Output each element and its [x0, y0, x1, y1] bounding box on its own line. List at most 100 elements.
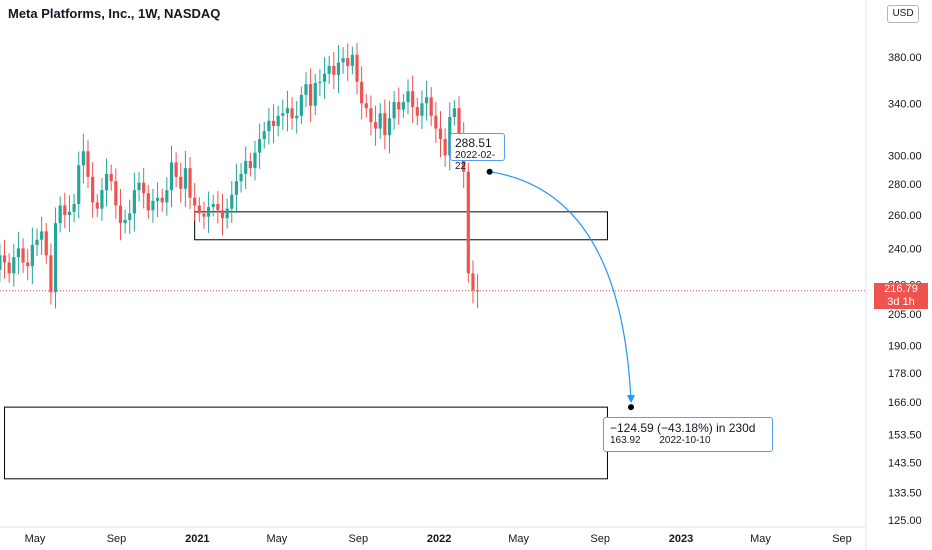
candle-body — [123, 219, 127, 224]
candle-body — [341, 58, 345, 63]
candle-body — [304, 84, 308, 95]
y-tick-label: 340.00 — [888, 98, 922, 110]
y-tick-label: 166.00 — [888, 397, 922, 409]
candle-body — [401, 102, 405, 110]
candle-body — [30, 244, 34, 267]
x-tick-label: 2023 — [669, 533, 693, 545]
candle-body — [206, 207, 211, 217]
y-tick-label: 280.00 — [888, 179, 922, 191]
high-price-date: 2022-02-22 — [455, 150, 496, 172]
x-tick-label: 2022 — [427, 533, 451, 545]
candle-body — [160, 197, 164, 203]
candle-body — [364, 103, 368, 109]
candle-body — [128, 213, 132, 220]
candle-body — [397, 102, 401, 110]
candle-body — [285, 108, 290, 114]
candle-body — [234, 181, 239, 195]
candle-body — [26, 262, 30, 267]
candle-body — [346, 58, 350, 66]
candle-body — [248, 161, 252, 169]
candle-body — [434, 115, 438, 129]
candle-body — [169, 162, 174, 191]
candle-body — [165, 190, 169, 203]
y-tick-label: 240.00 — [888, 243, 922, 255]
y-tick-label: 205.00 — [888, 309, 922, 321]
candle-body — [16, 248, 21, 258]
candle-body — [318, 81, 322, 83]
x-tick-label: Sep — [107, 533, 127, 545]
candle-body — [95, 202, 99, 209]
candle-body — [239, 173, 243, 182]
candle-body — [216, 203, 220, 211]
candle-body — [12, 257, 16, 274]
candle-body — [72, 203, 76, 212]
candle-body — [299, 94, 303, 116]
y-tick-label: 300.00 — [888, 150, 922, 162]
candle-body — [220, 210, 225, 219]
projection-change: −124.59 (−43.18%) in 230d — [610, 421, 756, 435]
candle-body — [313, 82, 317, 106]
candle-body — [67, 211, 72, 216]
candle-body — [53, 223, 58, 293]
candle-body — [448, 117, 452, 156]
high-price-value: 288.51 — [455, 136, 492, 150]
candle-body — [424, 97, 429, 104]
candle-body — [202, 213, 206, 217]
candle-body — [411, 91, 415, 108]
candle-body — [100, 190, 104, 209]
y-tick-label: 260.00 — [888, 210, 922, 222]
x-tick-label: Sep — [590, 533, 610, 545]
x-tick-label: Sep — [349, 533, 369, 545]
candle-body — [262, 131, 266, 140]
candle-body — [276, 115, 280, 126]
candle-body — [230, 194, 234, 209]
candle-body — [40, 231, 44, 240]
candle-body — [253, 152, 257, 169]
candle-body — [373, 122, 378, 129]
chart-title: Meta Platforms, Inc., 1W, NASDAQ — [8, 6, 221, 21]
candle-body — [429, 97, 433, 116]
candle-body — [378, 113, 382, 129]
candle-body — [155, 197, 160, 201]
candle-body — [142, 182, 146, 194]
candle-body — [109, 173, 113, 182]
x-tick-label: May — [508, 533, 529, 545]
x-tick-label: May — [266, 533, 287, 545]
candle-body — [327, 65, 331, 74]
bar-countdown: 3d 1h — [887, 296, 915, 308]
projection-label[interactable]: −124.59 (−43.18%) in 230d 163.92 2022-10… — [603, 417, 773, 452]
candle-body — [369, 108, 373, 123]
candle-body — [137, 182, 141, 191]
candle-body — [420, 103, 424, 116]
last-price-tag: 216.79 3d 1h — [874, 283, 928, 309]
candle-body — [415, 107, 419, 116]
candle-body — [244, 161, 248, 174]
candle-body — [336, 62, 341, 75]
candle-body — [2, 255, 7, 263]
candle-body — [383, 113, 387, 136]
overlays — [0, 168, 866, 411]
candle-body — [151, 200, 155, 211]
candle-body — [438, 128, 443, 140]
time-axis[interactable]: May Sep 2021 May Sep 2022 May Sep 2023 May Sep — [25, 533, 852, 545]
currency-badge[interactable]: USD — [887, 5, 919, 23]
candle-body — [443, 139, 447, 156]
y-tick-label: 190.00 — [888, 341, 922, 353]
candle-body — [281, 113, 285, 116]
candle-body — [35, 239, 39, 245]
x-tick-label: 2021 — [185, 533, 209, 545]
candle-body — [91, 176, 95, 203]
candle-body — [466, 171, 470, 274]
candle-body — [350, 54, 354, 66]
candle-body — [49, 255, 53, 293]
candle-body — [0, 255, 2, 270]
y-tick-label: 178.00 — [888, 368, 922, 380]
grid — [0, 0, 867, 550]
candle-body — [114, 181, 118, 206]
projection-arrow — [489, 171, 632, 402]
candle-body — [183, 168, 188, 189]
high-price-label[interactable]: 288.51 2022-02-22 — [450, 133, 505, 172]
high-point-marker — [486, 168, 493, 175]
projection-arrowhead — [627, 395, 636, 404]
